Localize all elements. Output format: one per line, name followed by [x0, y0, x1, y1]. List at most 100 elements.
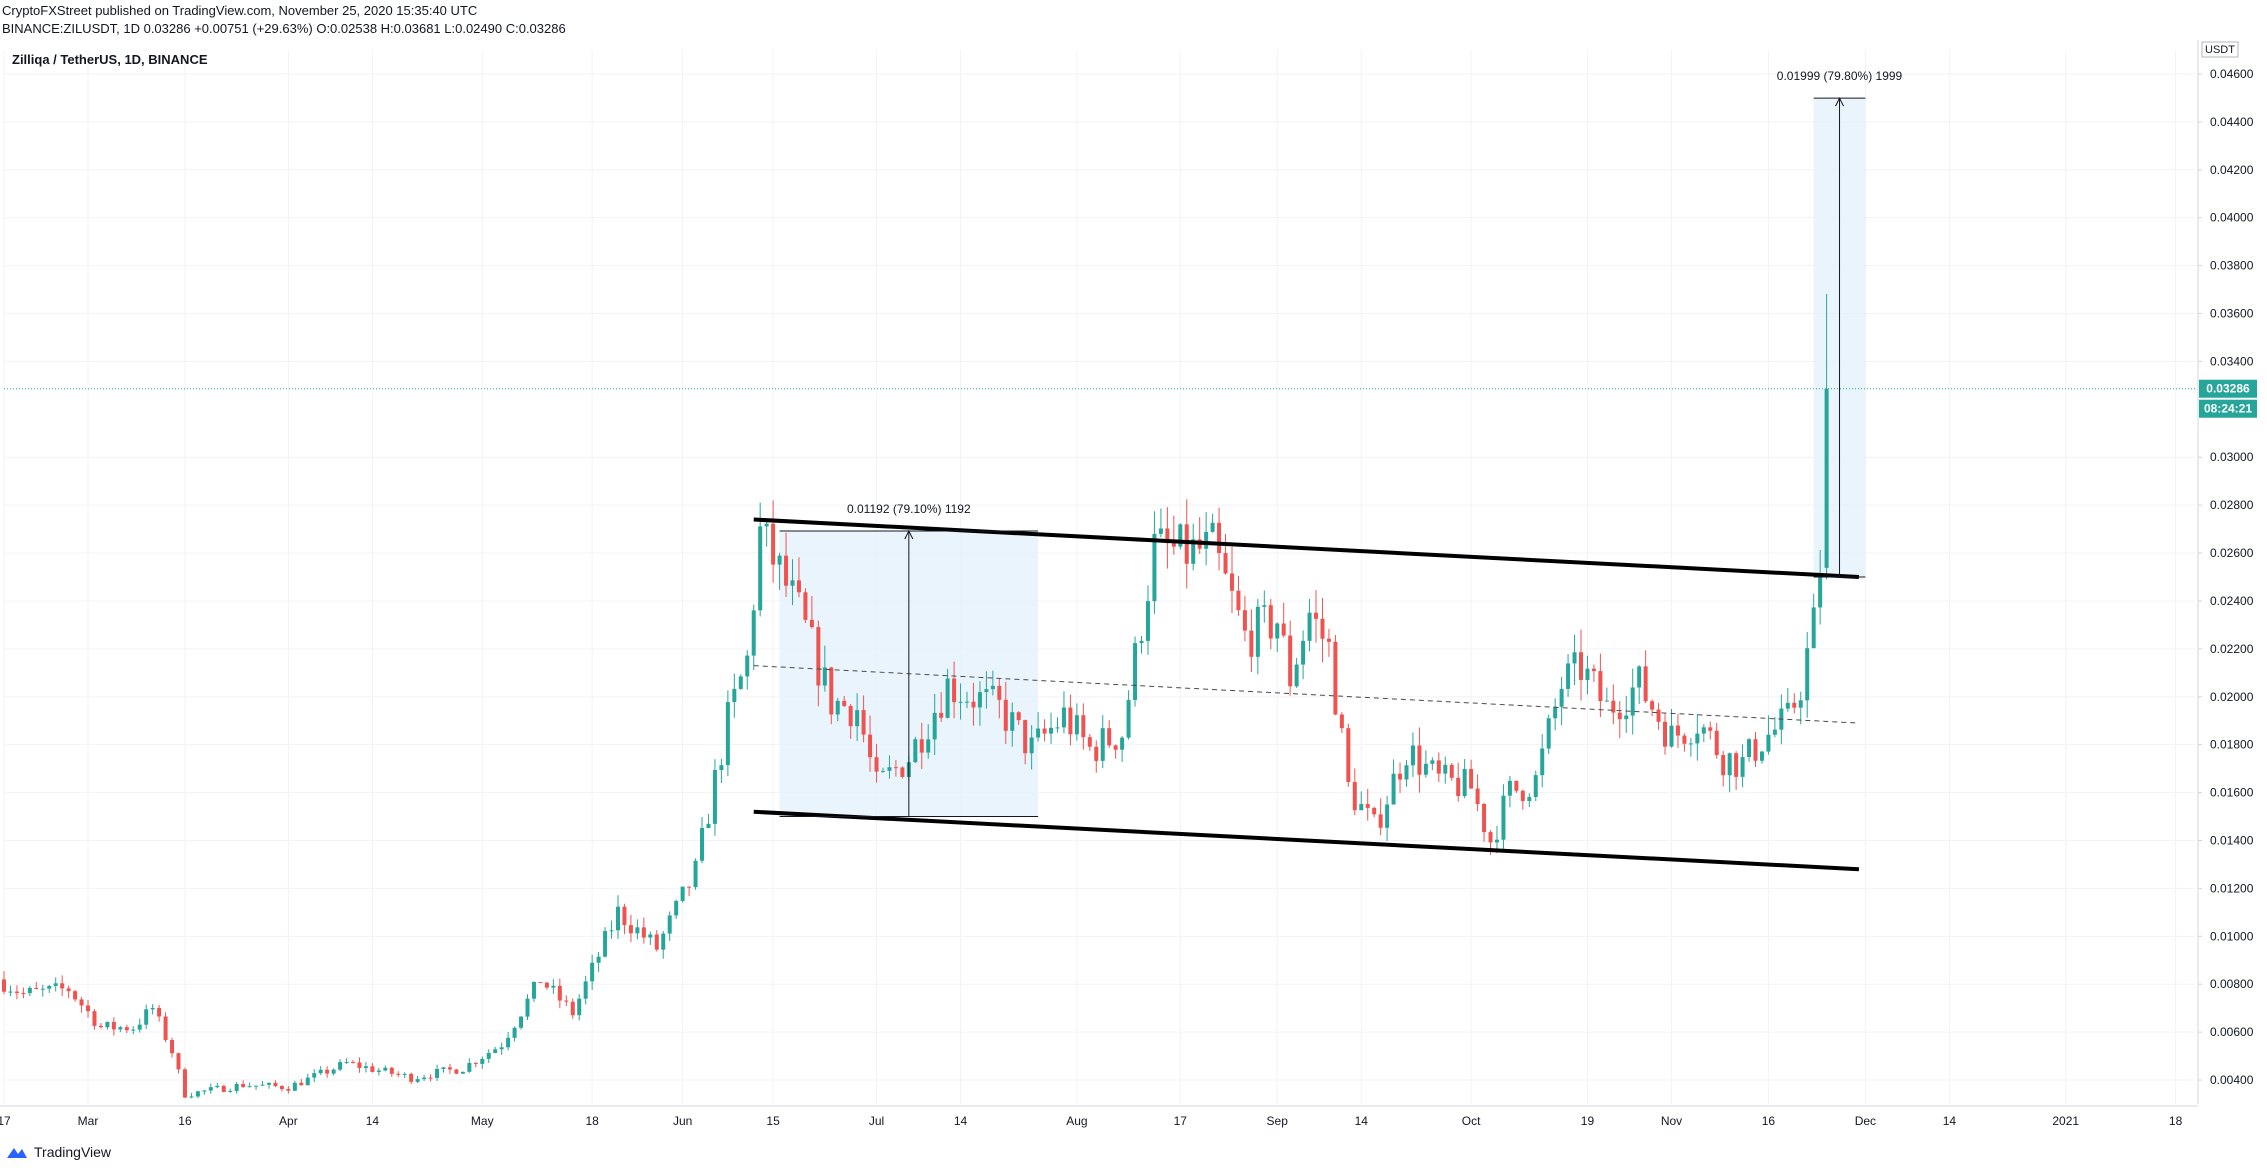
- candle-body: [1333, 641, 1338, 715]
- candle-body: [1462, 768, 1467, 797]
- candle-body: [796, 580, 801, 593]
- candle-body: [1501, 795, 1506, 840]
- candle-body: [1113, 745, 1118, 750]
- candle-body: [1688, 743, 1693, 745]
- time-tick-label: 14: [954, 1114, 968, 1128]
- candle-body: [40, 988, 45, 990]
- candle-body: [1120, 737, 1125, 750]
- candle-body: [745, 655, 750, 677]
- candle-body: [1158, 528, 1163, 534]
- channel-bottom-line: [753, 809, 1860, 872]
- candle-body: [454, 1069, 459, 1074]
- time-axis[interactable]: 17 Mar 16 Apr 14 May 18 Jun 15 Jul 14 Aug 17 Sep 14 Oct…: [0, 1105, 2198, 1128]
- candle-body: [21, 993, 26, 995]
- candle-body: [771, 523, 776, 565]
- candle-body: [1520, 790, 1525, 801]
- candle-body: [990, 685, 995, 690]
- candle-body: [92, 1011, 97, 1026]
- candle-body: [984, 689, 989, 693]
- candle-body: [1721, 755, 1726, 776]
- candle-body: [1236, 590, 1241, 611]
- candle-body: [1740, 757, 1745, 777]
- price-tick-label: 0.00600: [2210, 1025, 2254, 1039]
- candle-body: [926, 739, 931, 753]
- candle-body: [1675, 725, 1680, 736]
- candle-body: [1714, 730, 1719, 756]
- candle-body: [422, 1077, 427, 1080]
- candle-body: [738, 676, 743, 689]
- price-axis[interactable]: USDT 0.04600 0.04400 0.04200 0.04000 0.03800 0…: [2197, 40, 2257, 1104]
- candle-body: [1637, 666, 1642, 688]
- candle-body: [1294, 664, 1299, 687]
- price-tick-label: 0.00400: [2210, 1073, 2254, 1087]
- candle-body: [680, 886, 685, 901]
- candle-body: [919, 739, 924, 753]
- candle-body: [1663, 721, 1668, 747]
- candle-body: [615, 906, 621, 931]
- candle-body: [1320, 618, 1325, 639]
- time-tick-label: Dec: [1855, 1114, 1876, 1128]
- candle-body: [1598, 671, 1603, 702]
- target-measure-arrowhead: [1835, 97, 1844, 107]
- candle-body: [1604, 700, 1609, 702]
- candle-body: [1818, 575, 1823, 608]
- time-tick-label: 15: [766, 1114, 780, 1128]
- candle-body: [590, 962, 595, 982]
- candle-body: [1682, 735, 1687, 744]
- candle-body: [1423, 763, 1428, 775]
- candle-body: [486, 1052, 491, 1059]
- price-tick-label: 0.02800: [2210, 498, 2254, 512]
- price-tick-label: 0.03600: [2210, 307, 2254, 321]
- candle-body: [842, 700, 847, 706]
- candle-body: [1049, 727, 1054, 734]
- candle-body: [1107, 728, 1112, 746]
- candle-body: [1701, 727, 1706, 734]
- candle-body: [137, 1024, 142, 1030]
- trendlines: [753, 517, 1860, 872]
- current-price-badge: [2199, 379, 2257, 398]
- candle-body: [719, 765, 724, 771]
- candle-body: [1643, 666, 1648, 702]
- candle-body: [1042, 728, 1047, 734]
- candle-body: [1307, 612, 1312, 641]
- candle-body: [971, 701, 976, 708]
- candle-body: [1191, 539, 1196, 564]
- candle-body: [784, 555, 789, 586]
- candle-body: [1708, 727, 1713, 731]
- candle-body: [1275, 623, 1280, 639]
- candle-body: [79, 999, 84, 1006]
- price-tick-label: 0.01000: [2210, 929, 2254, 943]
- tradingview-branding[interactable]: TradingView: [6, 1144, 111, 1160]
- candle-body: [396, 1073, 401, 1075]
- candle-body: [241, 1083, 246, 1087]
- candle-body: [182, 1069, 187, 1098]
- candle-body: [409, 1073, 414, 1082]
- candle-body: [189, 1096, 194, 1098]
- candle-body: [441, 1067, 446, 1070]
- candle-body: [758, 526, 763, 611]
- candle-body: [1094, 746, 1099, 761]
- candle-body: [1145, 601, 1150, 641]
- candle-body: [1139, 640, 1144, 644]
- candle-body: [1352, 781, 1357, 811]
- time-tick-label: 14: [1355, 1114, 1369, 1128]
- candle-body: [170, 1040, 175, 1054]
- candle-body: [648, 934, 653, 938]
- candle-body: [577, 998, 582, 1016]
- candle-body: [1184, 524, 1189, 564]
- candle-body: [480, 1058, 485, 1064]
- candle-body: [564, 1000, 569, 1002]
- candle-body: [751, 610, 756, 656]
- price-tick-label: 0.01200: [2210, 881, 2254, 895]
- candle-body: [1249, 630, 1254, 657]
- candle-body: [1727, 753, 1732, 776]
- candle-body: [27, 987, 32, 994]
- candle-body: [1443, 764, 1448, 774]
- candle-body: [1559, 688, 1564, 707]
- candle-body: [706, 823, 711, 828]
- unit-box: [2201, 41, 2239, 58]
- time-tick-label: 14: [366, 1114, 380, 1128]
- candle-body: [1798, 700, 1803, 708]
- candle-body: [1624, 715, 1629, 720]
